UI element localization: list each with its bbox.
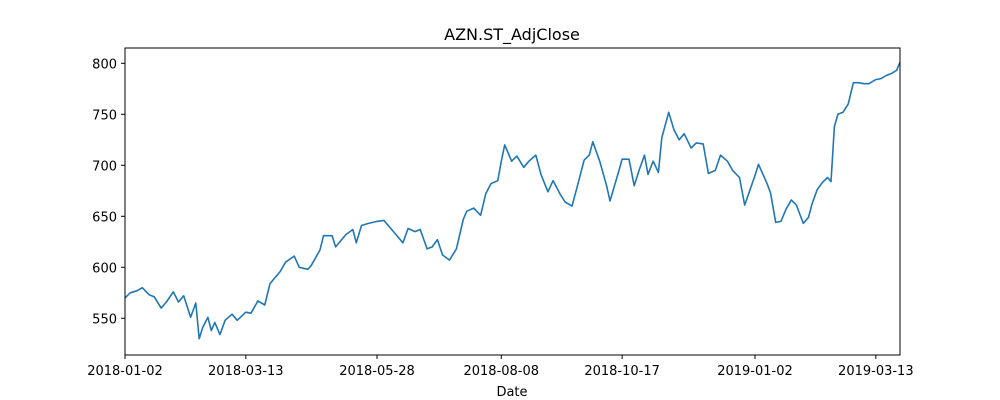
- x-tick-label: 2018-08-08: [463, 364, 539, 379]
- y-tick-label: 650: [92, 210, 117, 225]
- x-tick-label: 2018-10-17: [584, 364, 660, 379]
- x-tick-label: 2019-03-13: [838, 364, 914, 379]
- x-tick-label: 2018-03-13: [208, 364, 284, 379]
- plot-area: [124, 61, 901, 340]
- x-tick-label: 2018-05-28: [339, 364, 415, 379]
- y-tick-label: 800: [92, 57, 117, 72]
- x-tick-label: 2018-01-02: [87, 364, 163, 379]
- axes-frame: [124, 47, 901, 356]
- y-tick-label: 600: [92, 261, 117, 276]
- x-tick-label: 2019-01-02: [717, 364, 793, 379]
- x-axis: 2018-01-02 2018-03-13 2018-05-28 2018-08-08…: [87, 355, 914, 379]
- y-tick-label: 550: [92, 312, 117, 327]
- x-axis-label: Date: [496, 385, 527, 400]
- y-tick-label: 750: [92, 108, 117, 123]
- y-tick-label: 700: [92, 159, 117, 174]
- y-axis: 550 600 650 700 750 800: [92, 57, 125, 327]
- series-line-0: [124, 61, 901, 340]
- chart-title: AZN.ST_AdjClose: [444, 25, 580, 45]
